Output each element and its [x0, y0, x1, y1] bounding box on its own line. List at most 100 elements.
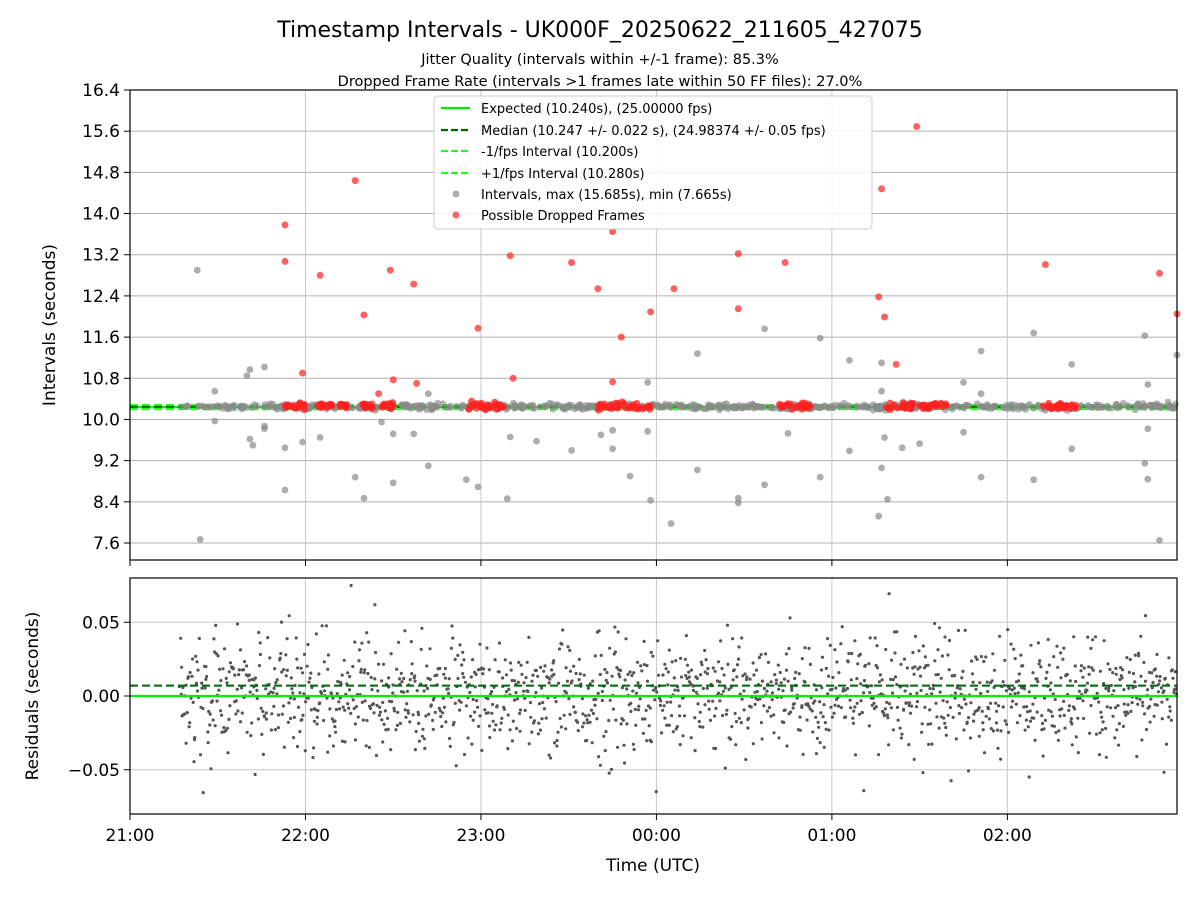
residual-point: [981, 728, 985, 732]
residual-point: [807, 704, 811, 709]
residual-point: [340, 673, 344, 677]
residual-point: [818, 741, 822, 745]
interval-outlier-point: [878, 387, 885, 395]
residual-point: [231, 667, 235, 671]
residual-point: [392, 709, 396, 713]
residual-point: [607, 771, 611, 775]
residual-point: [679, 675, 684, 679]
residual-point: [1004, 689, 1009, 693]
residual-point: [476, 705, 480, 709]
residual-point: [857, 712, 862, 716]
residual-point: [224, 676, 228, 681]
interval-outlier-point: [211, 417, 219, 425]
interval-point: [271, 403, 279, 411]
residual-point: [331, 744, 335, 748]
residual-point: [326, 750, 330, 754]
dropped-frame-points: [281, 123, 1181, 414]
residual-point: [1033, 738, 1037, 742]
residual-point: [1027, 775, 1031, 779]
residual-point: [495, 704, 499, 708]
residual-point: [1047, 708, 1051, 712]
interval-outlier-point: [506, 433, 514, 441]
residual-point: [460, 663, 464, 667]
residual-point: [941, 699, 945, 703]
residual-point: [253, 772, 257, 777]
residual-point: [1019, 653, 1023, 657]
residual-point: [875, 666, 880, 670]
residual-point: [1003, 719, 1007, 723]
residual-point: [1168, 709, 1172, 713]
residual-point: [1111, 671, 1115, 675]
residual-point: [248, 690, 252, 694]
residual-point: [293, 683, 297, 688]
residual-point: [759, 721, 764, 725]
dropped-frame-point: [361, 403, 369, 411]
residual-point: [737, 716, 742, 720]
residual-point: [507, 687, 511, 692]
residual-point: [767, 706, 772, 710]
residual-point: [811, 730, 815, 734]
residual-point: [714, 706, 718, 711]
residual-point: [449, 646, 453, 650]
residual-point: [707, 707, 711, 711]
residual-point: [298, 691, 302, 695]
residual-point: [1024, 705, 1029, 709]
residual-point: [678, 714, 682, 718]
residual-point: [417, 713, 421, 717]
intervals-y-tick-label: 9.2: [93, 452, 120, 472]
residual-point: [506, 713, 510, 717]
residual-point: [862, 691, 866, 695]
residual-point: [816, 720, 820, 724]
dropped-frame-outlier: [670, 285, 678, 293]
residual-point: [301, 671, 305, 675]
residual-point: [585, 718, 589, 722]
residual-point: [684, 634, 689, 638]
interval-outlier-point: [351, 473, 359, 481]
residual-point: [641, 731, 646, 736]
interval-outlier-point: [378, 418, 385, 426]
residual-point: [420, 626, 424, 630]
residual-point: [261, 752, 265, 757]
residual-point: [291, 736, 296, 740]
residual-point: [469, 675, 473, 679]
residual-point: [1074, 735, 1078, 739]
residual-point: [803, 680, 807, 684]
residual-point: [874, 705, 878, 709]
residual-point: [1036, 680, 1040, 684]
residual-point: [322, 689, 327, 693]
residual-point: [336, 679, 340, 684]
residual-point: [568, 648, 572, 653]
residual-point: [851, 716, 855, 720]
residual-point: [1126, 711, 1130, 715]
chart-title: Timestamp Intervals - UK000F_20250622_21…: [276, 18, 923, 43]
interval-point: [840, 399, 848, 407]
interval-point: [1172, 400, 1179, 408]
residual-point: [1160, 717, 1164, 721]
residual-point: [971, 680, 975, 684]
residual-point: [703, 670, 707, 674]
residual-point: [193, 738, 197, 742]
residual-point: [995, 709, 999, 713]
residual-point: [1141, 700, 1145, 704]
residual-point: [320, 624, 324, 628]
residual-point: [542, 707, 547, 711]
residual-point: [1122, 688, 1126, 692]
dropped-frame-outlier: [878, 185, 886, 193]
residual-point: [534, 690, 538, 695]
residual-point: [654, 790, 658, 794]
residual-point: [707, 699, 711, 703]
residual-point: [1115, 728, 1119, 732]
residual-point: [721, 713, 725, 718]
residual-point: [815, 736, 820, 741]
residual-point: [665, 723, 669, 727]
residual-point: [661, 673, 665, 677]
dropped-frame-point: [805, 404, 812, 412]
residual-point: [517, 660, 521, 665]
residual-point: [213, 724, 217, 728]
residual-point: [255, 696, 259, 701]
residual-point: [964, 702, 968, 706]
residual-point: [1123, 710, 1127, 714]
residual-point: [295, 657, 299, 661]
residual-point: [504, 673, 509, 677]
residual-point: [568, 712, 572, 717]
